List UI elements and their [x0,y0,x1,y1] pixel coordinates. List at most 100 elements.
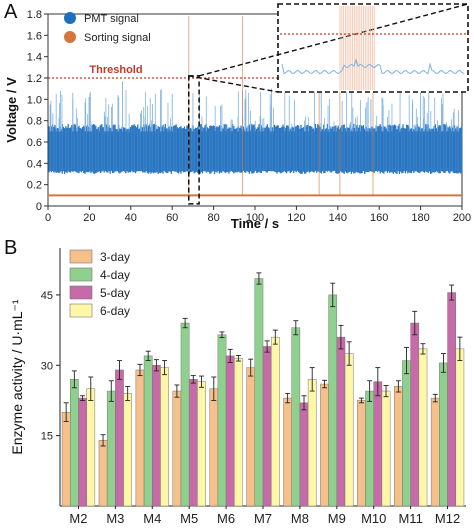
legend-swatch [69,303,93,318]
bar [262,346,272,507]
bar [254,278,264,507]
bar [381,390,391,507]
x-tick-label: 140 [329,212,347,224]
legend-marker [64,12,76,24]
legend-label: 6-day [100,304,130,318]
bar [439,362,448,507]
bar [283,397,292,507]
panel-a-voltage-chart: A Threshold PMT signal Sorting signal 0 0.2 0… [4,1,471,230]
x-tick-label: M3 [106,511,124,526]
x-tick-label: 80 [207,212,219,224]
y-tick-label: 0.2 [27,180,42,192]
bar [336,336,346,507]
y-tick-label: 15 [41,431,53,443]
bar [328,294,338,507]
bar [217,334,227,507]
x-tick-label: M6 [217,511,235,526]
x-tick-label: M12 [435,511,460,526]
bar [455,348,465,507]
panel-b-enzyme-chart: B 15 30 45 M2 M3 M4 M5 M6 M7 M8 M9 M10 M11 M12 3-day 4-… [4,237,466,526]
zoom-inset-content [280,6,466,90]
x-tick-label: M2 [69,511,87,526]
panel-a-letter: A [4,1,18,23]
bar [143,355,153,507]
x-tick-label: 100 [246,212,264,224]
bar [307,379,317,507]
y-tick-label: 0.6 [27,137,42,149]
bar [61,411,71,507]
bar [180,322,190,507]
x-tick-label: 40 [125,212,137,224]
bar [410,322,420,507]
legend-marker [64,31,76,43]
y-tick-label: 1.6 [27,30,42,42]
x-tick-label: M10 [361,511,386,526]
bar [106,390,116,507]
bar [357,400,366,507]
x-tick-label: 160 [370,212,388,224]
legend-swatch [69,285,93,300]
legend-swatch [69,249,93,264]
y-tick-label: 1.2 [27,73,42,85]
zoom-inset [277,3,469,93]
bar [172,390,182,507]
threshold-label: Threshold [89,64,142,76]
y-tick-label: 1.8 [27,9,42,21]
bar [418,348,428,507]
bar-series [61,358,440,507]
inset-pmt-trace [281,57,465,75]
legend-swatch [69,267,93,282]
y-tick-label: 0.8 [27,116,42,128]
zoom-connector-line [198,3,469,77]
bar [344,353,354,507]
bar [98,440,108,507]
pmt-signal-series [48,81,463,174]
x-tick-label: M4 [143,511,161,526]
bar [225,355,235,507]
zoom-region-box [188,75,200,205]
bar [197,381,206,507]
bar-series [70,272,448,507]
x-tick-label: 20 [83,212,95,224]
y-axis-title: Voltage / V [4,77,19,143]
y-tick-label: 1.4 [27,52,42,64]
bar [135,369,145,507]
bar [70,379,79,507]
x-tick-label: 0 [45,212,51,224]
bar [123,393,133,507]
y-axis-title: Enzyme activity / U·mL⁻¹ [9,299,25,455]
x-tick-label: M7 [254,511,272,526]
legend-label: 5-day [100,286,130,300]
bar-series [78,284,456,507]
bar [365,390,374,507]
y-tick-label: 1.0 [27,94,42,106]
x-tick-label: M11 [398,511,422,526]
y-tick-label: 45 [41,290,53,302]
bar [188,379,198,507]
bar [373,381,383,507]
legend-label: 4-day [100,268,130,282]
bar [402,360,411,507]
bar [430,397,440,507]
panel-b-letter: B [4,237,17,259]
x-tick-label: 180 [411,212,429,224]
legend-label: 3-day [100,250,130,264]
y-tick-label: 0.4 [27,158,42,170]
y-tick-label: 30 [41,360,53,372]
bar [320,383,329,507]
x-tick-label: M8 [291,511,309,526]
bar [152,365,161,507]
x-tick-label: 120 [287,212,305,224]
bar [209,388,219,507]
y-tick-label: 0 [36,201,42,213]
x-axis-title: Time / s [231,216,279,230]
bar-series [86,329,465,507]
x-tick-label: M5 [180,511,198,526]
legend-label: Sorting signal [84,32,151,44]
bar [270,336,280,507]
bar [291,327,301,507]
bar [246,367,256,507]
x-tick-label: 60 [166,212,178,224]
bar [393,386,403,507]
